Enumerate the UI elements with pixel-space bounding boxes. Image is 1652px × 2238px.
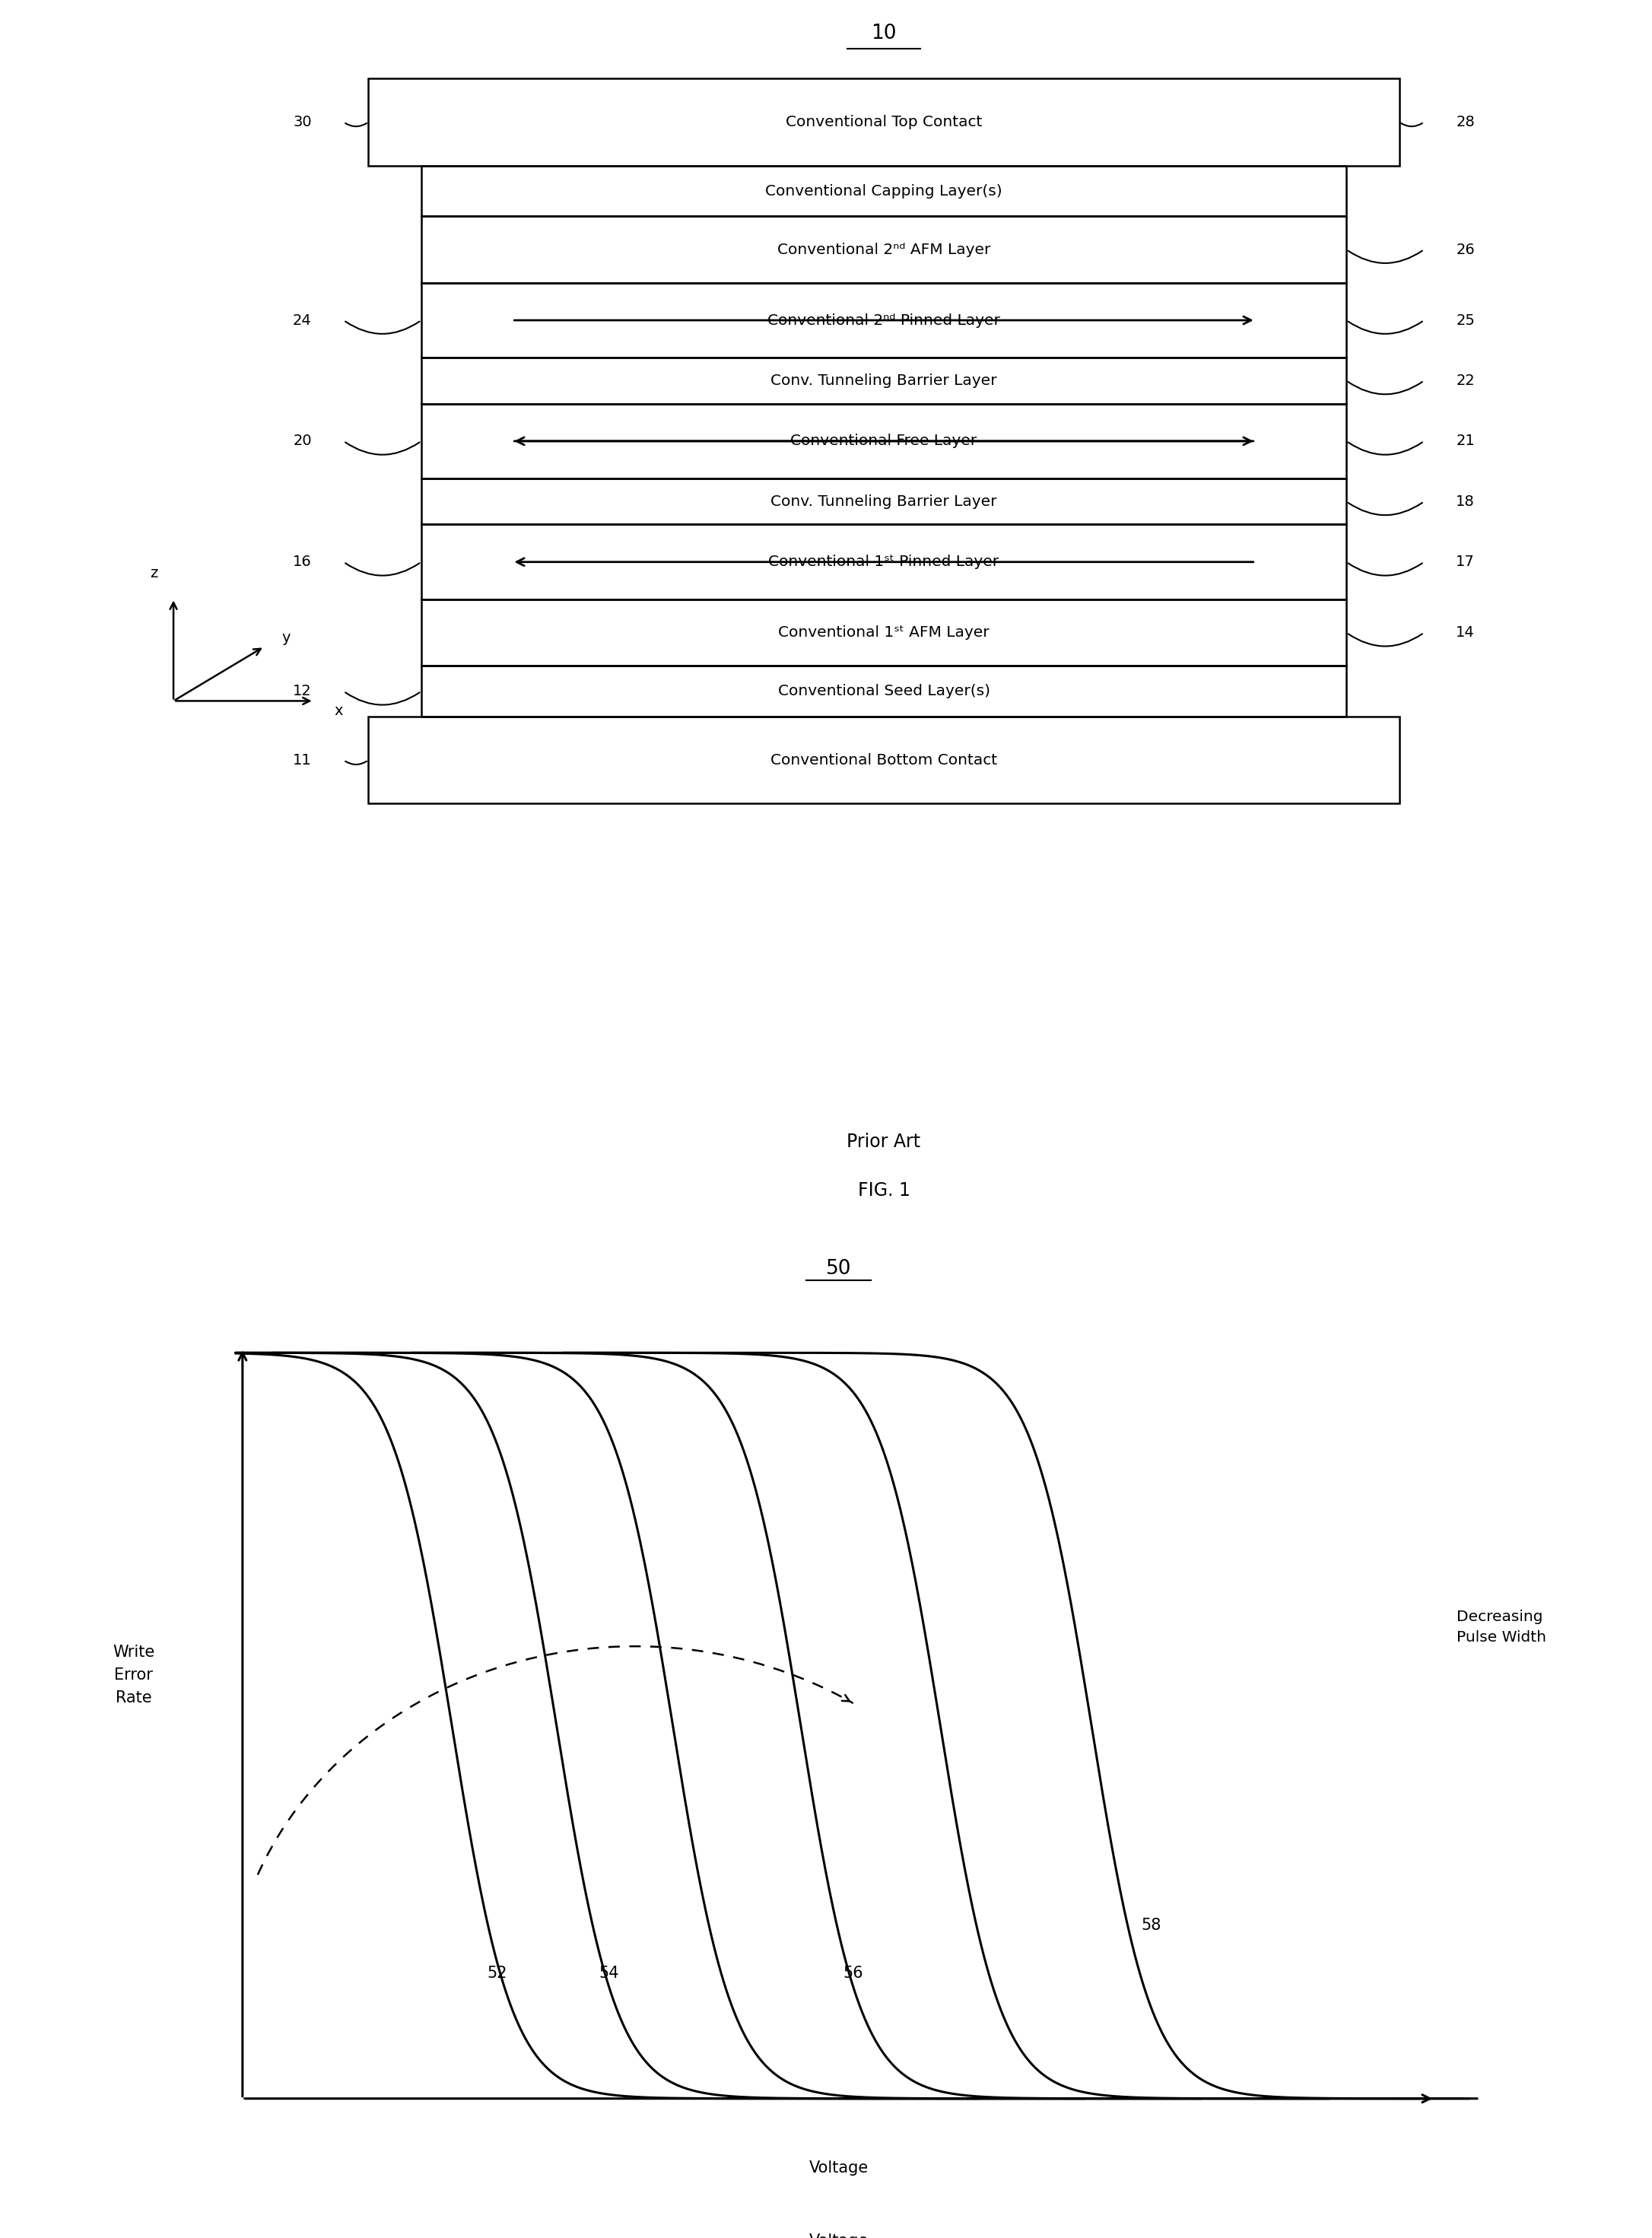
Text: Conventional 1ˢᵗ AFM Layer: Conventional 1ˢᵗ AFM Layer (778, 624, 990, 640)
Text: 54: 54 (598, 1965, 620, 1981)
Text: 26: 26 (1455, 242, 1475, 257)
Text: Voltage: Voltage (809, 2234, 869, 2238)
Text: 16: 16 (292, 555, 312, 568)
Text: Write
Error
Rate: Write Error Rate (112, 1645, 155, 1705)
Text: z: z (150, 566, 157, 580)
Text: Decreasing
Pulse Width: Decreasing Pulse Width (1457, 1609, 1546, 1645)
Text: Voltage: Voltage (809, 2160, 869, 2175)
Text: 58: 58 (1142, 1918, 1161, 1934)
Text: 28: 28 (1455, 114, 1475, 130)
Text: Conventional Seed Layer(s): Conventional Seed Layer(s) (778, 685, 990, 698)
Text: Conventional Free Layer: Conventional Free Layer (791, 434, 976, 448)
Text: Conv. Tunneling Barrier Layer: Conv. Tunneling Barrier Layer (771, 374, 996, 387)
Text: Conventional Capping Layer(s): Conventional Capping Layer(s) (765, 184, 1003, 199)
Text: 12: 12 (292, 685, 312, 698)
Text: Conventional 2ⁿᵈ AFM Layer: Conventional 2ⁿᵈ AFM Layer (776, 242, 991, 257)
Text: 30: 30 (292, 114, 312, 130)
Text: 20: 20 (292, 434, 312, 448)
Text: Conventional 1ˢᵗ Pinned Layer: Conventional 1ˢᵗ Pinned Layer (768, 555, 999, 568)
Text: Conv. Tunneling Barrier Layer: Conv. Tunneling Barrier Layer (771, 495, 996, 508)
Text: 21: 21 (1455, 434, 1475, 448)
Text: Conventional Bottom Contact: Conventional Bottom Contact (770, 752, 998, 768)
Text: y: y (281, 631, 291, 645)
Text: Prior Art: Prior Art (847, 1132, 920, 1150)
Text: FIG. 1: FIG. 1 (857, 1182, 910, 1200)
Text: 56: 56 (843, 1965, 862, 1981)
Text: Conventional Top Contact: Conventional Top Contact (786, 114, 981, 130)
Text: 17: 17 (1455, 555, 1475, 568)
Text: 14: 14 (1455, 624, 1475, 640)
Text: 11: 11 (292, 752, 312, 768)
Text: 10: 10 (871, 25, 897, 45)
Text: 24: 24 (292, 313, 312, 327)
Text: 25: 25 (1455, 313, 1475, 327)
Text: 52: 52 (487, 1965, 507, 1981)
Text: 22: 22 (1455, 374, 1475, 387)
Text: Conventional 2ⁿᵈ Pinned Layer: Conventional 2ⁿᵈ Pinned Layer (768, 313, 999, 327)
Text: 50: 50 (826, 1260, 851, 1278)
Text: 18: 18 (1455, 495, 1475, 508)
Text: x: x (334, 703, 344, 718)
